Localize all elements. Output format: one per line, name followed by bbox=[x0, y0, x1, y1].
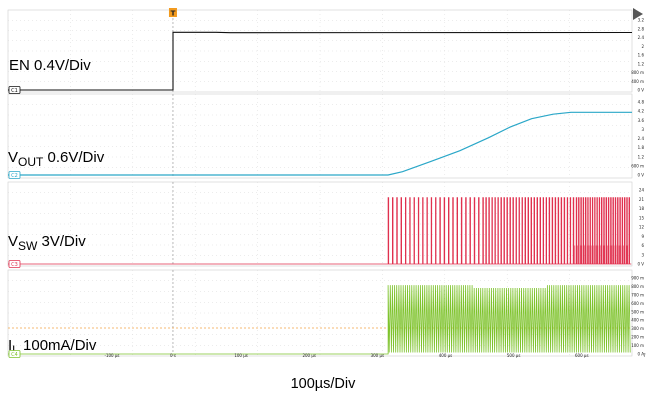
scale-label: 700 m bbox=[631, 292, 644, 297]
scale-label: 800 m bbox=[631, 284, 644, 289]
scale-label: 3 bbox=[641, 127, 644, 132]
trace-c3 bbox=[8, 197, 632, 265]
x-tick-label: -100 µs bbox=[105, 353, 120, 358]
scale-label: 900 m bbox=[631, 276, 644, 281]
trace-c2 bbox=[8, 111, 632, 176]
trigger-marker: T bbox=[168, 8, 643, 20]
channel-chip-label: C3 bbox=[11, 262, 18, 268]
scale-label: 0 V bbox=[637, 173, 644, 178]
x-tick-labels: -100 µs 0 s 100 µs 200 µs 300 µs 400 µs 500 µs… bbox=[105, 353, 646, 358]
channel-chip bbox=[8, 350, 21, 358]
grid-panel-c3 bbox=[7, 181, 633, 267]
scale-label: 400 m bbox=[631, 79, 644, 84]
channel-chip-label: C1 bbox=[11, 88, 18, 94]
scale-label: 1.6 bbox=[638, 53, 645, 58]
scale-label: 9 bbox=[641, 234, 644, 239]
label-main: EN 0.4V/Div bbox=[9, 57, 91, 74]
trigger-marker-label: T bbox=[171, 10, 176, 18]
channel-c2-labels: VOUT 0.6V/Div C2 4.8 4.2 3.6 3 2.4 1.8 1.2 600 m 0… bbox=[8, 100, 644, 180]
scale-label: 18 bbox=[639, 206, 645, 211]
x-tick-label: 500 µs bbox=[507, 353, 521, 358]
channel-c1-labels: EN 0.4V/Div C1 3.2 2.8 2.4 2 1.6 1.2 800 m 400 m 0… bbox=[8, 18, 645, 94]
x-tick-label: 100 µs bbox=[234, 353, 248, 358]
grid-panel-c2 bbox=[7, 93, 633, 179]
scale-label: 6 bbox=[641, 243, 644, 248]
chart-text: EN 0.4V/Div C1 3.2 2.8 2.4 2 1.6 1.2 800 m 400 m 0… bbox=[8, 8, 646, 358]
channel-chip bbox=[8, 171, 21, 179]
scale-label: 1.8 bbox=[638, 145, 645, 150]
scale-label: 15 bbox=[639, 215, 645, 220]
trace-c1 bbox=[8, 31, 633, 91]
channel-chip bbox=[8, 260, 21, 268]
channel-chip bbox=[8, 86, 21, 94]
channel-label: IL 100mA/Div bbox=[8, 337, 97, 357]
scale-label: 21 bbox=[639, 197, 645, 202]
scale-label: 4.8 bbox=[638, 100, 645, 105]
scale-label: 2 bbox=[641, 44, 644, 49]
scale-label: 500 m bbox=[631, 309, 644, 314]
waveforms bbox=[8, 31, 633, 355]
scale-label: 600 m bbox=[631, 301, 644, 306]
x-tick-label: 200 µs bbox=[302, 353, 316, 358]
grid-panel-c1 bbox=[7, 9, 633, 93]
trace-line bbox=[8, 197, 632, 265]
scale-label: 100 m bbox=[631, 343, 644, 348]
scale-label: 3.6 bbox=[638, 118, 645, 123]
x-tick-label: 700 µs bbox=[643, 353, 646, 358]
scale-label: 24 bbox=[639, 188, 645, 193]
scale-label: 3 bbox=[641, 252, 644, 257]
label-subscript: L bbox=[12, 343, 19, 357]
label-tail: 3V/Div bbox=[37, 233, 86, 250]
trace-line bbox=[8, 31, 633, 91]
scale-label: 400 m bbox=[631, 318, 644, 323]
label-main: V bbox=[8, 149, 18, 166]
trace-line bbox=[8, 285, 631, 355]
channel-chip-label: C2 bbox=[11, 173, 18, 179]
scale-label: 0 A bbox=[637, 352, 644, 357]
channel-label: VSW 3V/Div bbox=[8, 233, 86, 253]
level-arrow-icon bbox=[633, 8, 643, 20]
label-tail: 0.6V/Div bbox=[43, 149, 104, 166]
trigger-marker-box bbox=[168, 8, 177, 17]
x-tick-label: 0 s bbox=[170, 353, 176, 358]
grid-panel-c4 bbox=[7, 269, 633, 357]
channel-label: VOUT 0.6V/Div bbox=[8, 149, 105, 169]
scale-label: 12 bbox=[639, 225, 645, 230]
scale-label: 2.8 bbox=[638, 26, 645, 31]
scale-label: 300 m bbox=[631, 326, 644, 331]
trace-c4 bbox=[8, 285, 631, 355]
trace-band bbox=[574, 245, 630, 264]
trace-line bbox=[8, 111, 632, 176]
scale-label: 2.4 bbox=[638, 136, 645, 141]
timebase-label: 100µs/Div bbox=[290, 376, 356, 392]
scale-label: 0 V bbox=[637, 262, 644, 267]
label-subscript: SW bbox=[18, 239, 38, 253]
scale-label: 1.2 bbox=[638, 154, 645, 159]
scale-label: 4.2 bbox=[638, 109, 645, 114]
label-main: V bbox=[8, 233, 18, 250]
x-tick-label: 300 µs bbox=[371, 353, 385, 358]
channel-label: EN 0.4V/Div bbox=[9, 57, 91, 74]
x-tick-label: 400 µs bbox=[439, 353, 453, 358]
channel-chip-label: C4 bbox=[11, 352, 18, 358]
scale-label: 0 V bbox=[637, 88, 644, 93]
scale-label: 800 m bbox=[631, 70, 644, 75]
x-tick-label: 600 µs bbox=[575, 353, 589, 358]
label-subscript: OUT bbox=[18, 155, 44, 169]
scale-label: 600 m bbox=[631, 163, 644, 168]
label-main: I bbox=[8, 337, 12, 354]
scale-label: 1.2 bbox=[638, 61, 645, 66]
label-tail: 100mA/Div bbox=[19, 337, 97, 354]
scale-label: 3.2 bbox=[638, 18, 645, 23]
scale-label: 2.4 bbox=[638, 35, 645, 40]
channel-c3-labels: VSW 3V/Div C3 24 21 18 15 12 9 6 3 0 V bbox=[8, 188, 644, 269]
scale-label: 200 m bbox=[631, 335, 644, 340]
